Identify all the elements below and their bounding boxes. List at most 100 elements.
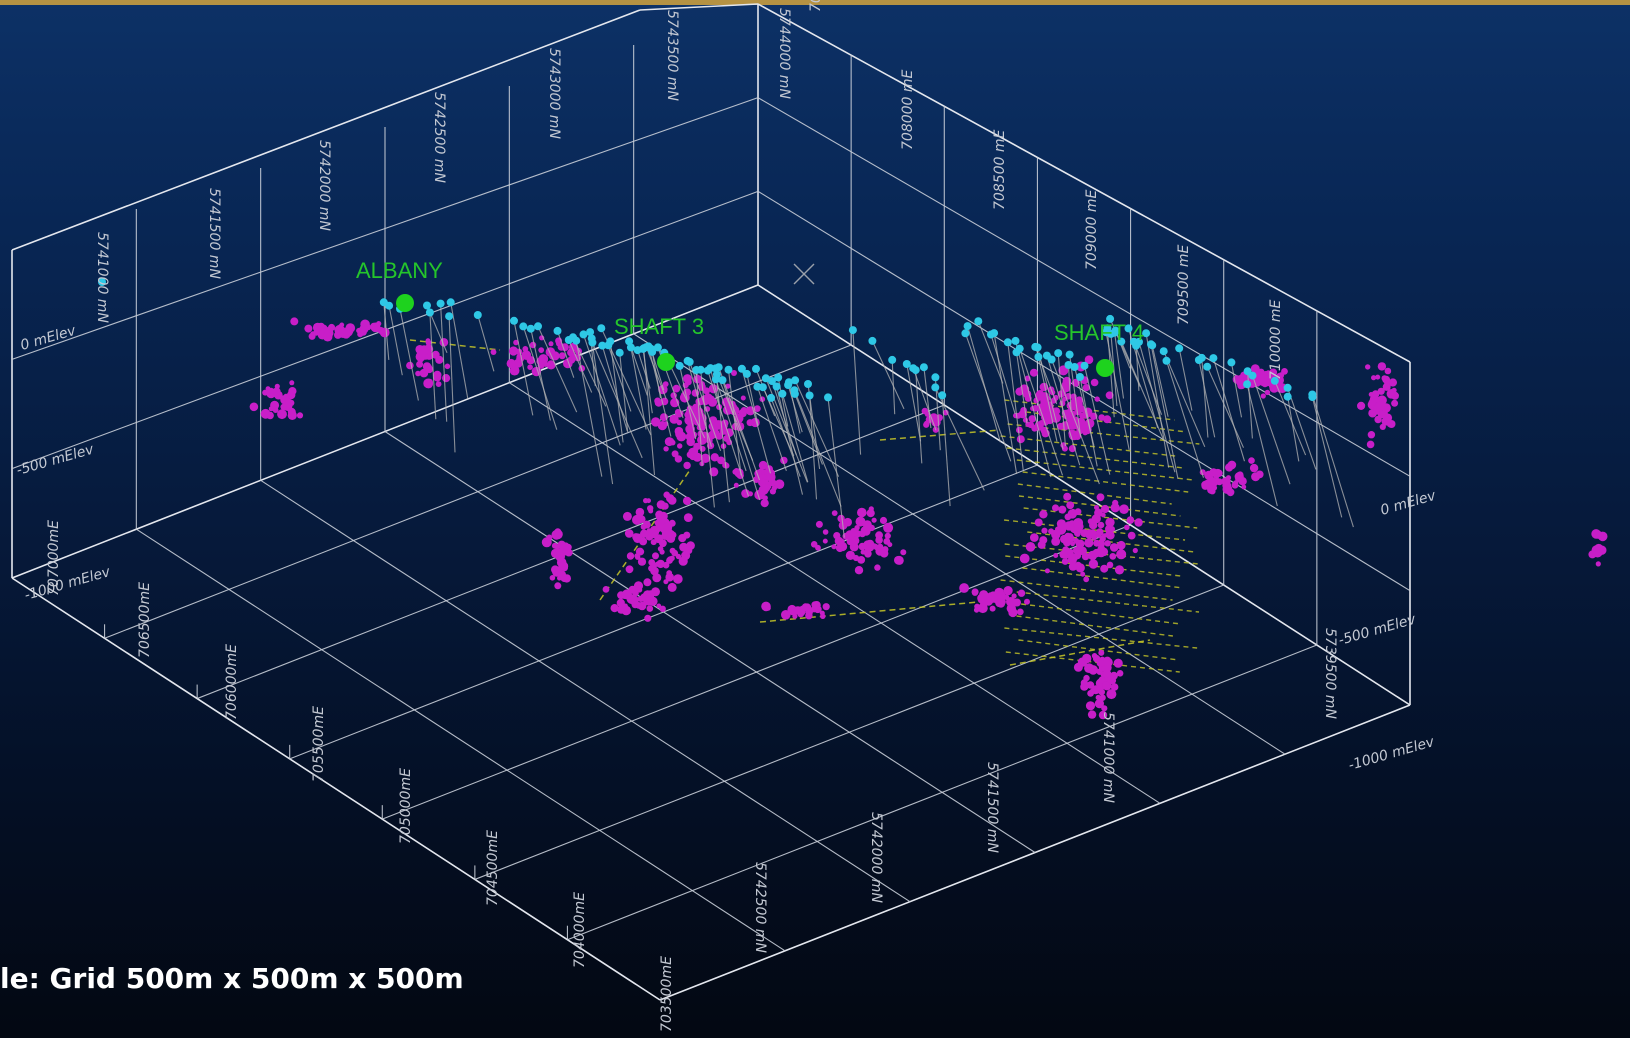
- drill-collar: [931, 383, 940, 392]
- assay-point: [431, 350, 440, 359]
- floor-grid-line: [633, 333, 1286, 755]
- assay-point: [265, 386, 271, 391]
- assay-point: [1382, 382, 1391, 391]
- drill-collar: [683, 356, 692, 365]
- drill-trace: [1274, 380, 1307, 456]
- assay-point: [667, 496, 677, 505]
- right-wall-easting-label: 710000 mE: [1268, 299, 1284, 380]
- assay-point: [652, 552, 659, 560]
- assay-point: [1003, 586, 1013, 596]
- assay-point: [1215, 469, 1223, 477]
- assay-point: [1106, 531, 1115, 540]
- assay-point: [884, 532, 891, 540]
- assay-point: [1091, 535, 1097, 541]
- drill-trace: [582, 334, 621, 446]
- drill-collar: [653, 343, 662, 352]
- assay-point: [643, 520, 651, 529]
- drill-trace: [787, 384, 803, 433]
- northing-label: 5741500 mN: [984, 762, 1000, 853]
- assay-point: [991, 593, 999, 601]
- assay-point: [864, 550, 872, 558]
- assay-point: [883, 522, 894, 533]
- assay-point: [444, 363, 451, 370]
- drill-trace: [537, 326, 578, 413]
- drill-trace: [721, 379, 761, 501]
- assay-point: [1371, 375, 1377, 381]
- drill-trace: [1019, 348, 1064, 476]
- drill-trace: [448, 316, 456, 453]
- drill-trace: [707, 370, 750, 497]
- drill-trace: [715, 368, 730, 503]
- assay-point: [789, 610, 796, 616]
- assay-point: [685, 378, 692, 386]
- drill-collar: [526, 324, 535, 333]
- drill-collar: [1132, 341, 1141, 350]
- drill-collar: [824, 393, 832, 402]
- assay-point: [304, 324, 313, 333]
- assay-point: [656, 559, 665, 569]
- elevation-label: -500 mElev: [15, 441, 97, 478]
- assay-point: [1082, 653, 1092, 664]
- drill-trace: [794, 380, 840, 477]
- drill-collar: [752, 364, 760, 373]
- drill-trace: [718, 367, 761, 481]
- assay-point: [733, 482, 739, 488]
- assay-point: [548, 341, 554, 347]
- assay-point: [277, 409, 287, 420]
- drill-collar: [790, 386, 799, 395]
- drill-collar: [1012, 348, 1021, 357]
- assay-point: [522, 352, 530, 360]
- drill-trace: [568, 339, 593, 393]
- drill-collar: [742, 369, 751, 378]
- drill-trace: [1046, 355, 1081, 466]
- assay-point: [621, 605, 631, 616]
- drill-collar: [425, 308, 434, 317]
- drill-collar: [473, 311, 482, 319]
- assay-point: [290, 317, 299, 326]
- assay-point: [1084, 355, 1094, 365]
- assay-point: [635, 547, 644, 556]
- right-wall-easting-label: 708500 mE: [992, 129, 1008, 210]
- assay-point: [1091, 514, 1101, 524]
- assay-point: [866, 508, 875, 518]
- assay-point: [646, 605, 654, 612]
- working-level: [1016, 459, 1194, 481]
- assay-point: [666, 437, 675, 446]
- drill-collar: [761, 374, 770, 383]
- shaft-marker-shaft-4[interactable]: [1096, 359, 1114, 377]
- drill-traces-layer: [383, 302, 1354, 538]
- assay-point: [1366, 440, 1375, 449]
- drill-trace: [1150, 344, 1179, 480]
- assay-point: [1094, 396, 1100, 402]
- assay-point: [1383, 413, 1393, 423]
- assay-point: [643, 578, 652, 587]
- assay-point: [1070, 541, 1075, 547]
- drill-trace: [934, 387, 985, 491]
- assay-point: [1105, 517, 1115, 528]
- assay-point: [760, 499, 769, 508]
- drill-trace: [477, 314, 495, 372]
- assay-point: [554, 582, 562, 590]
- drill-trace: [1198, 359, 1216, 438]
- assay-point: [1057, 422, 1065, 430]
- drill-trace: [1246, 384, 1278, 507]
- shaft-marker-albany[interactable]: [396, 294, 414, 312]
- drill-collar: [625, 337, 634, 346]
- assay-point: [1104, 540, 1111, 547]
- drill-trace: [852, 330, 862, 455]
- assay-point: [317, 322, 325, 331]
- drill-collar: [1124, 324, 1133, 333]
- back-wall-northing-label: 5742000 mN: [316, 140, 332, 231]
- assay-point: [694, 410, 702, 417]
- assay-point: [1114, 565, 1125, 575]
- shaft-marker-shaft-3[interactable]: [657, 353, 675, 371]
- assay-point: [659, 549, 665, 555]
- assay-point: [1367, 431, 1376, 439]
- working-drive: [599, 469, 691, 601]
- assay-point: [1096, 668, 1103, 675]
- assay-point: [1103, 415, 1112, 424]
- right-wall-horizontal: [757, 190, 1411, 592]
- assay-point: [527, 364, 533, 371]
